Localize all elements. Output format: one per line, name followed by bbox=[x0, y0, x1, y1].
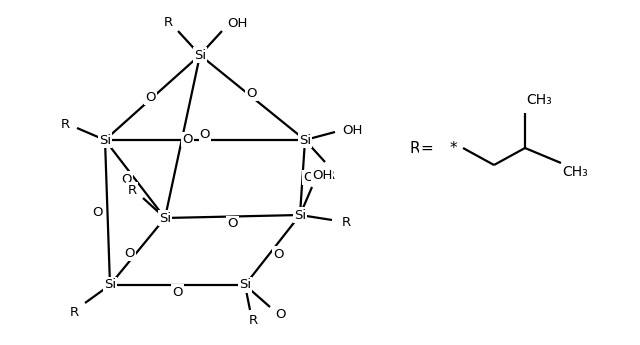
Text: O: O bbox=[145, 91, 156, 104]
Text: R: R bbox=[163, 16, 173, 29]
Text: O: O bbox=[303, 171, 314, 184]
Text: *: * bbox=[449, 140, 457, 156]
Text: R: R bbox=[127, 184, 136, 197]
Text: O: O bbox=[124, 247, 135, 260]
Text: O: O bbox=[246, 87, 257, 100]
Text: Si: Si bbox=[194, 49, 206, 61]
Text: OH: OH bbox=[227, 17, 247, 30]
Text: O: O bbox=[275, 308, 285, 322]
Text: O: O bbox=[92, 206, 103, 219]
Text: CH₃: CH₃ bbox=[562, 165, 588, 179]
Text: OH: OH bbox=[342, 124, 362, 137]
Text: O: O bbox=[227, 217, 237, 230]
Text: R: R bbox=[325, 168, 335, 181]
Text: O: O bbox=[273, 247, 284, 260]
Text: Si: Si bbox=[99, 134, 111, 147]
Text: Si: Si bbox=[104, 278, 116, 292]
Text: OH: OH bbox=[312, 168, 332, 181]
Text: O: O bbox=[122, 172, 132, 186]
Text: R: R bbox=[341, 216, 351, 228]
Text: R: R bbox=[410, 140, 420, 156]
Text: Si: Si bbox=[159, 211, 171, 225]
Text: Si: Si bbox=[239, 278, 251, 292]
Text: O: O bbox=[182, 133, 193, 146]
Text: R: R bbox=[69, 306, 79, 319]
Text: Si: Si bbox=[294, 208, 306, 221]
Text: R: R bbox=[248, 315, 257, 327]
Text: Si: Si bbox=[299, 134, 311, 147]
Text: R: R bbox=[60, 118, 70, 130]
Text: O: O bbox=[172, 286, 183, 298]
Text: O: O bbox=[200, 128, 211, 140]
Text: CH₃: CH₃ bbox=[526, 93, 552, 107]
Text: =: = bbox=[420, 140, 433, 156]
